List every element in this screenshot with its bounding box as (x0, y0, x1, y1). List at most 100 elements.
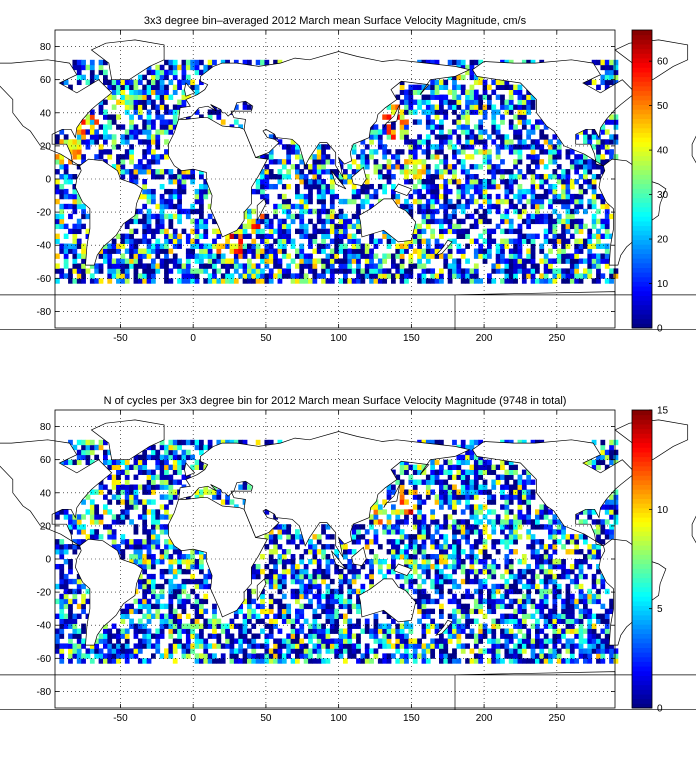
bin-cell (177, 613, 182, 619)
bin-cell (290, 563, 296, 570)
bin-cell (578, 613, 584, 619)
bin-cell (242, 273, 248, 279)
bin-cell (159, 169, 165, 175)
bin-cell (303, 258, 309, 264)
bin-cell (399, 549, 405, 555)
bin-cell (63, 618, 69, 624)
bin-cell (443, 628, 449, 634)
bin-cell (478, 203, 484, 210)
bin-cell (159, 69, 165, 76)
bin-cell (465, 658, 470, 664)
bin-cell (303, 183, 309, 190)
bin-cell (473, 139, 479, 145)
bin-cell (487, 154, 492, 160)
bin-cell (604, 213, 610, 220)
bin-cell (404, 159, 409, 165)
bin-cell (495, 144, 501, 150)
colorbar-segment (632, 151, 652, 157)
colorbar-segment (632, 276, 652, 282)
bin-cell (443, 653, 449, 659)
bin-cell (539, 243, 545, 249)
bin-cell (343, 603, 348, 610)
bin-cell (76, 144, 82, 150)
bin-cell (478, 253, 484, 259)
bin-cell (596, 529, 601, 535)
bin-cell (273, 539, 278, 545)
bin-cell (456, 623, 462, 629)
bin-cell (299, 218, 305, 225)
bin-cell (556, 583, 562, 590)
bin-cell (68, 578, 73, 585)
bin-cell (465, 129, 470, 135)
bin-cell (281, 603, 287, 610)
bin-cell (439, 573, 444, 580)
bin-cell (408, 573, 414, 580)
bin-cell (443, 228, 449, 235)
bin-cell (591, 193, 597, 200)
bin-cell (578, 258, 584, 264)
bin-cell (146, 618, 152, 624)
bin-cell (452, 549, 457, 555)
bin-cell (59, 544, 65, 550)
bin-cell (316, 159, 322, 165)
bin-cell (85, 139, 91, 145)
bin-cell (203, 183, 209, 190)
bin-cell (316, 549, 322, 555)
bin-cell (469, 89, 475, 95)
bin-cell (487, 238, 492, 244)
bin-cell (85, 534, 91, 540)
bin-cell (556, 524, 562, 530)
bin-cell (456, 658, 462, 664)
bin-cell (373, 613, 379, 619)
bin-cell (268, 608, 274, 615)
bin-cell (443, 544, 449, 550)
bin-cell (273, 238, 278, 244)
y-tick-label: -20 (37, 208, 52, 219)
bin-cell (146, 559, 152, 565)
bin-cell (103, 124, 108, 130)
bin-cell (377, 273, 383, 279)
bin-cell (360, 139, 366, 145)
bin-cell (199, 114, 204, 120)
bin-cell (391, 258, 396, 264)
bin-cell (308, 658, 313, 664)
bin-cell (421, 643, 427, 649)
bin-cell (482, 193, 488, 200)
bin-cell (116, 638, 121, 644)
bin-cell (334, 623, 340, 629)
bin-cell (168, 278, 174, 284)
colorbar-segment (632, 230, 652, 236)
bin-cell (591, 628, 597, 634)
bin-cell (194, 253, 200, 259)
bin-cell (133, 79, 139, 86)
bin-cell (177, 193, 182, 200)
land-outline (331, 170, 347, 190)
bin-cell (308, 258, 313, 264)
bin-cell (72, 139, 78, 145)
bin-cell (334, 554, 340, 560)
bin-cell (548, 223, 553, 230)
bin-cell (482, 104, 488, 110)
bin-cell (377, 643, 383, 649)
bin-cell (460, 188, 466, 195)
bin-cell (478, 568, 484, 575)
bin-cell (530, 658, 536, 664)
bin-cell (478, 188, 484, 195)
bin-cell (552, 618, 558, 624)
bin-cell (482, 549, 488, 555)
bin-cell (290, 628, 296, 634)
bin-cell (155, 253, 161, 259)
bin-cell (539, 509, 545, 515)
land-outline (256, 198, 267, 221)
bin-cell (89, 504, 95, 510)
bin-cell (242, 223, 248, 230)
bin-cell (460, 84, 466, 90)
bin-cell (72, 544, 78, 550)
bin-cell (177, 233, 182, 239)
bin-cell (89, 59, 95, 66)
bin-cell (434, 174, 440, 180)
bin-cell (491, 203, 497, 210)
bin-cell (260, 179, 265, 185)
bin-cell (316, 154, 322, 160)
bin-cell (146, 228, 152, 235)
